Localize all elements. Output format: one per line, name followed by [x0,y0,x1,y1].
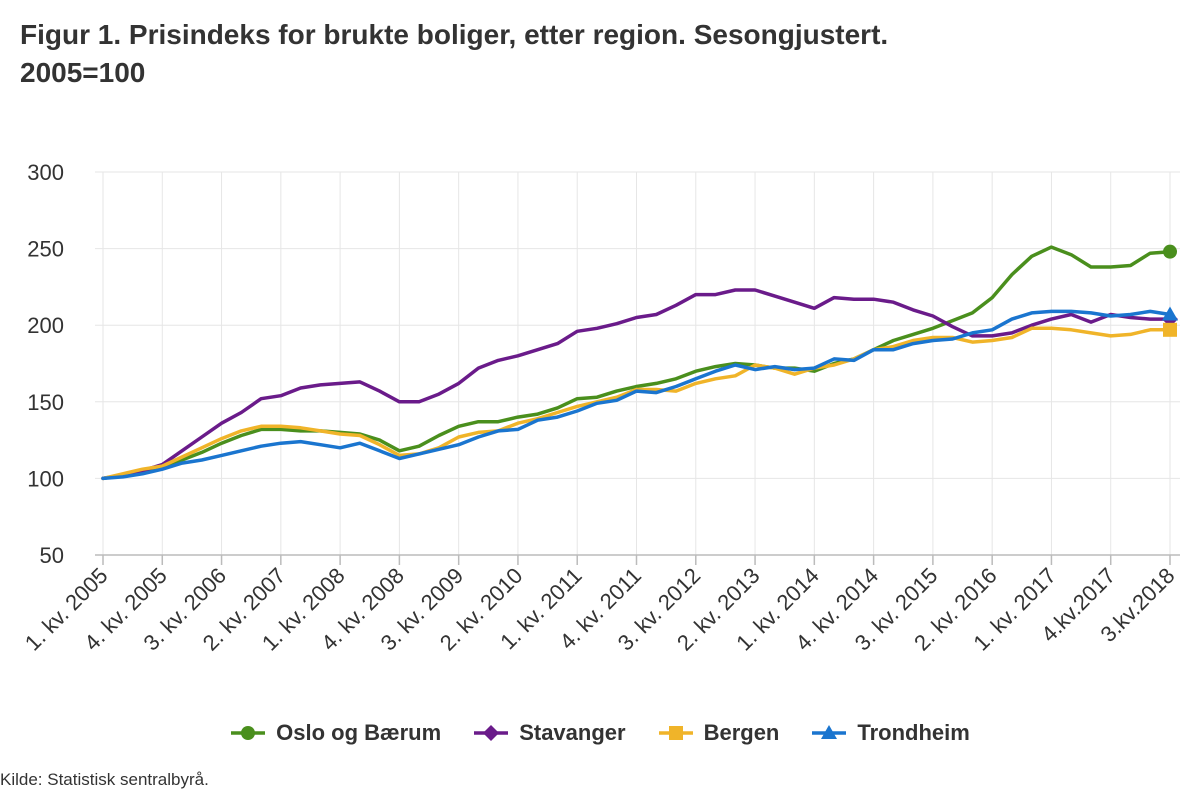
series-line [101,288,1172,481]
legend-label-oslo: Oslo og Bærum [276,720,442,745]
chart-legend: Oslo og Bærum Stavanger Bergen Trondheim [0,716,1200,750]
circle-marker-icon [231,726,266,740]
legend-swatch-marker [241,726,256,740]
legend-item-bergen[interactable]: Bergen [658,720,780,746]
series-1 [101,244,1177,481]
series-line [101,245,1172,481]
square-marker [1163,322,1177,337]
series-4 [101,306,1178,481]
y-tick-label: 150 [27,390,64,415]
chart-title: Figur 1. Prisindeks for brukte boliger, … [20,16,1120,92]
series-3 [101,322,1177,481]
chart-title-line-1: Figur 1. Prisindeks for brukte boliger, … [20,19,889,50]
legend-label-bergen: Bergen [703,720,780,745]
diamond-marker-icon [474,725,509,741]
legend-label-stavanger: Stavanger [519,720,626,745]
legend-swatch-marker [483,725,500,741]
legend-label-trondheim: Trondheim [857,720,970,745]
circle-marker [1163,244,1177,259]
source-note: Kilde: Statistisk sentralbyrå. [0,770,209,789]
triangle-marker [1162,306,1178,321]
legend-swatch-marker [668,726,683,740]
y-tick-label: 50 [40,543,64,568]
chart-title-line-2: 2005=100 [20,57,146,88]
legend-swatch-marker [821,725,838,739]
series-line [101,309,1172,481]
legend-item-stavanger[interactable]: Stavanger [473,720,626,746]
triangle-marker-icon [812,725,847,739]
y-tick-label: 100 [27,466,64,491]
square-marker-icon [658,726,693,740]
y-tick-label: 300 [27,160,64,185]
y-tick-label: 250 [27,237,64,262]
legend-item-trondheim[interactable]: Trondheim [811,720,970,746]
legend-item-oslo[interactable]: Oslo og Bærum [230,720,441,746]
y-tick-label: 200 [27,313,64,338]
